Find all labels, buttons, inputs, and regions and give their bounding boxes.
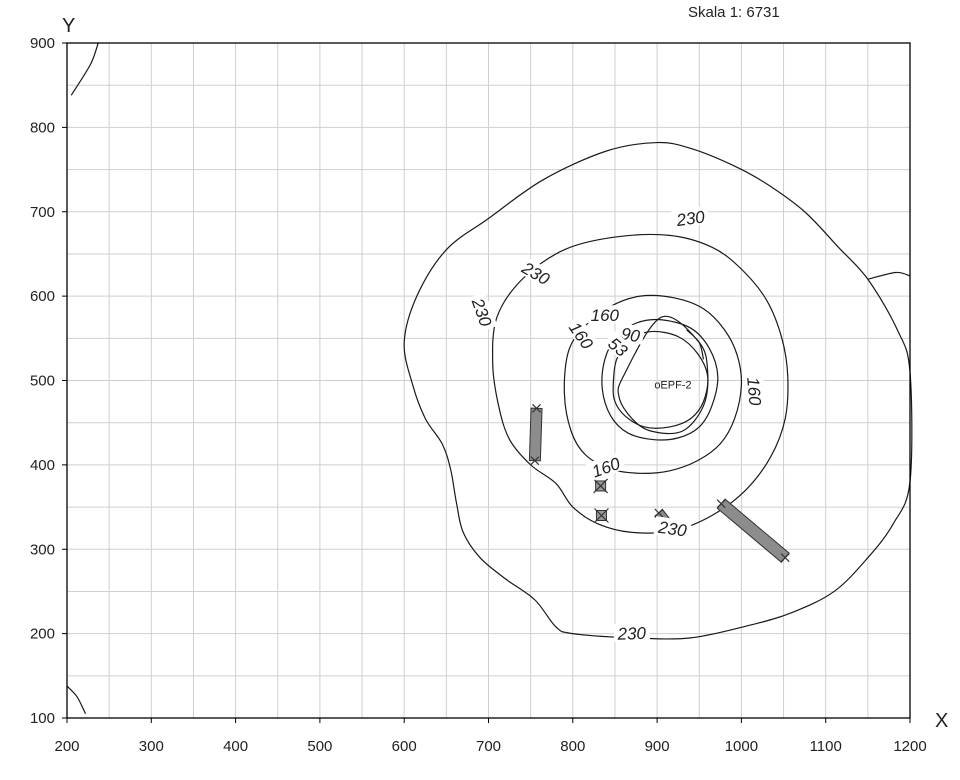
wall-end-cross	[530, 456, 540, 466]
y-axis-label: Y	[62, 15, 75, 37]
contour-line-53	[686, 329, 705, 360]
contour-label-background	[653, 516, 692, 540]
contour-label-background	[564, 314, 600, 355]
y-tick-label: 600	[30, 288, 55, 305]
contour-label-group: 230	[516, 255, 557, 290]
contour-label-background	[516, 255, 557, 290]
x-tick-label: 500	[307, 738, 332, 755]
well-label: oEPF-2	[654, 380, 691, 392]
contour-label-background	[586, 305, 623, 324]
y-tick-label: 300	[30, 541, 55, 558]
contour-label-background	[602, 330, 635, 362]
x-tick-label: 1200	[893, 738, 926, 755]
x-axis-label: X	[935, 710, 948, 732]
contour-label-group: 160	[585, 451, 626, 481]
y-tick-label: 500	[30, 373, 55, 390]
barrier-wall	[716, 498, 790, 563]
contour-label: 230	[616, 624, 647, 644]
contour-label-group: 230	[671, 205, 710, 230]
x-tick-label: 700	[476, 738, 501, 755]
contour-label-group: 160	[743, 372, 766, 410]
wall-end-cross	[654, 508, 664, 518]
scale-label: Skala 1: 6731	[688, 4, 780, 21]
contour-label: 160	[591, 306, 620, 325]
tick-labels: 200 300 400 500 600 700 800 900 1000 1100 1200 100 2…	[30, 35, 927, 755]
y-tick-label: 200	[30, 626, 55, 643]
y-tick-label: 900	[30, 35, 55, 52]
contour-line-53	[617, 315, 709, 435]
contour-label: 230	[674, 207, 706, 230]
contour-label-group: 160	[586, 305, 623, 325]
contour-label-group: 230	[653, 516, 692, 541]
contour-line-230	[491, 233, 789, 534]
contour-label-background	[744, 372, 766, 410]
x-tick-label: 400	[223, 738, 248, 755]
x-tick-label: 1000	[725, 738, 758, 755]
grid	[67, 43, 910, 718]
y-tick-label: 700	[30, 204, 55, 221]
contour-label-background	[468, 291, 498, 332]
contour-label-background	[671, 205, 710, 229]
x-tick-label: 600	[392, 738, 417, 755]
contour-line-230	[403, 141, 913, 640]
contour-label-group: 230	[467, 291, 498, 332]
contour-label-group: 230	[613, 622, 651, 644]
x-tick-label: 1100	[810, 738, 842, 755]
contour-label: 230	[656, 518, 688, 541]
well-marker-cross	[593, 478, 609, 494]
y-tick-label: 800	[30, 119, 55, 136]
contour-label: 160	[743, 376, 764, 406]
contour-label-background	[585, 451, 626, 481]
wall-end-cross	[780, 553, 790, 563]
y-tick-label: 100	[30, 710, 55, 727]
contour-line-230	[70, 42, 99, 96]
contour-label-group: 53	[602, 330, 635, 362]
contour-label-background	[613, 622, 651, 642]
features	[528, 403, 790, 563]
x-tick-label: 300	[139, 738, 164, 755]
well-marker-cross	[594, 508, 609, 523]
contour-line-230	[66, 685, 87, 715]
barrier-wall	[528, 407, 543, 462]
x-tick-label: 800	[560, 738, 585, 755]
x-tick-label: 200	[54, 738, 79, 755]
contour-line-230	[867, 271, 911, 280]
wall-end-cross	[716, 499, 726, 509]
y-tick-label: 400	[30, 457, 55, 474]
wall-end-cross	[532, 403, 541, 413]
x-tick-label: 900	[645, 738, 670, 755]
